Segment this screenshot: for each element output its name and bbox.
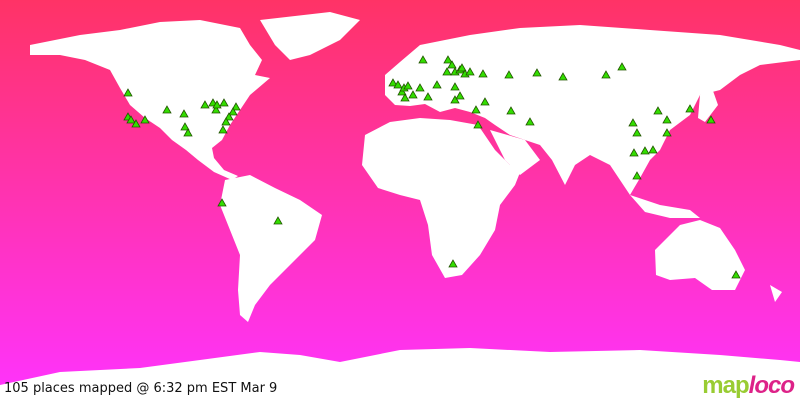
place-marker bbox=[447, 60, 457, 69]
place-marker bbox=[504, 70, 514, 79]
place-marker bbox=[525, 117, 535, 126]
place-marker bbox=[162, 105, 172, 114]
australia bbox=[655, 220, 745, 290]
place-marker bbox=[448, 259, 458, 268]
place-marker bbox=[224, 112, 234, 121]
place-marker bbox=[731, 270, 741, 279]
place-marker bbox=[640, 146, 650, 155]
place-marker bbox=[400, 93, 410, 102]
place-marker bbox=[217, 198, 227, 207]
place-marker bbox=[653, 106, 663, 115]
place-marker bbox=[450, 82, 460, 91]
place-marker bbox=[403, 81, 413, 90]
place-marker bbox=[179, 109, 189, 118]
places-mapped-caption: 105 places mapped @ 6:32 pm EST Mar 9 bbox=[4, 381, 278, 396]
place-marker bbox=[506, 106, 516, 115]
place-marker bbox=[465, 67, 475, 76]
place-marker bbox=[450, 95, 460, 104]
place-marker bbox=[200, 100, 210, 109]
greenland bbox=[260, 12, 360, 60]
place-marker bbox=[131, 119, 141, 128]
place-marker bbox=[231, 102, 241, 111]
place-marker bbox=[211, 105, 221, 114]
place-marker bbox=[471, 105, 481, 114]
place-marker bbox=[629, 148, 639, 157]
place-marker bbox=[628, 118, 638, 127]
place-marker bbox=[632, 128, 642, 137]
place-marker bbox=[478, 69, 488, 78]
place-marker bbox=[218, 125, 228, 134]
place-markers bbox=[123, 55, 741, 279]
place-marker bbox=[706, 115, 716, 124]
place-marker bbox=[457, 63, 467, 72]
place-marker bbox=[228, 107, 238, 116]
maploco-logo[interactable]: maploco bbox=[702, 372, 795, 400]
place-marker bbox=[180, 122, 190, 131]
place-marker bbox=[221, 117, 231, 126]
place-marker bbox=[480, 97, 490, 106]
place-marker bbox=[140, 115, 150, 124]
place-marker bbox=[219, 98, 229, 107]
north-america bbox=[30, 20, 270, 180]
logo-map: map bbox=[702, 372, 749, 399]
place-marker bbox=[443, 55, 453, 64]
place-marker bbox=[273, 216, 283, 225]
antarctica bbox=[0, 348, 800, 400]
place-marker bbox=[632, 171, 642, 180]
place-marker bbox=[123, 88, 133, 97]
place-marker bbox=[532, 68, 542, 77]
place-marker bbox=[442, 67, 452, 76]
place-marker bbox=[648, 145, 658, 154]
place-marker bbox=[455, 91, 465, 100]
place-marker bbox=[423, 92, 433, 101]
south-america bbox=[220, 175, 322, 322]
place-marker bbox=[415, 83, 425, 92]
place-marker bbox=[212, 100, 222, 109]
place-marker bbox=[662, 115, 672, 124]
place-marker bbox=[662, 128, 672, 137]
southeast-asia bbox=[630, 195, 700, 218]
place-marker bbox=[685, 104, 695, 113]
japan bbox=[698, 88, 718, 122]
place-marker bbox=[393, 80, 403, 89]
place-marker bbox=[397, 87, 407, 96]
place-marker bbox=[558, 72, 568, 81]
new-zealand bbox=[770, 285, 782, 302]
place-marker bbox=[617, 62, 627, 71]
place-marker bbox=[601, 70, 611, 79]
arabia bbox=[490, 130, 540, 175]
land bbox=[0, 12, 800, 400]
logo-loco: loco bbox=[748, 372, 795, 399]
africa bbox=[362, 118, 525, 278]
place-marker bbox=[408, 90, 418, 99]
place-marker bbox=[418, 55, 428, 64]
place-marker bbox=[473, 120, 483, 129]
place-marker bbox=[388, 78, 398, 87]
europe-asia bbox=[385, 25, 800, 195]
place-marker bbox=[126, 115, 136, 124]
place-marker bbox=[183, 128, 193, 137]
place-marker bbox=[432, 80, 442, 89]
